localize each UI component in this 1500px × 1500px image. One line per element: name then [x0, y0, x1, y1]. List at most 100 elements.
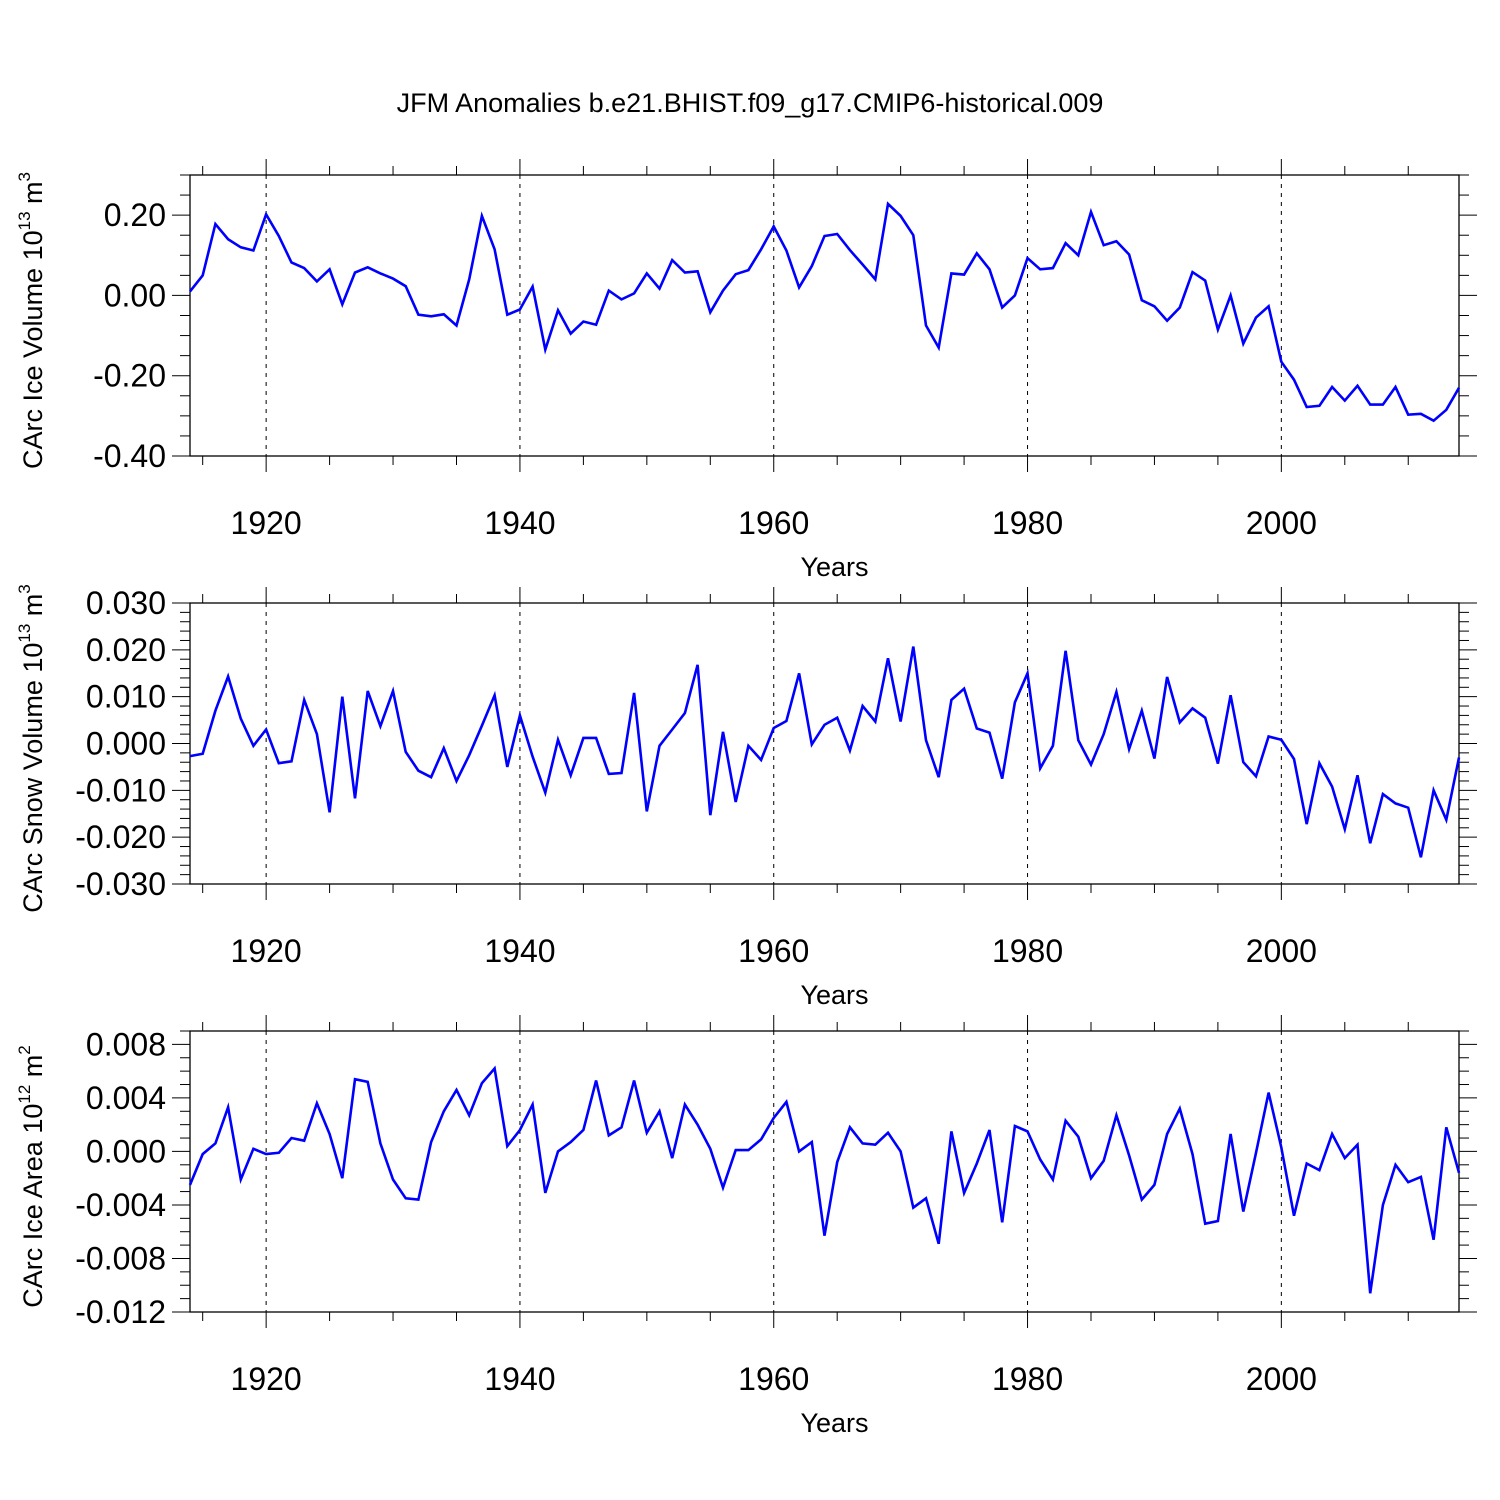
data-point [1153, 305, 1156, 308]
data-point [772, 225, 775, 228]
x-tick-label: 1940 [484, 1361, 555, 1397]
data-point [963, 273, 966, 276]
data-point [975, 252, 978, 255]
data-point [823, 1234, 826, 1237]
data-point [468, 754, 471, 757]
data-point [899, 1150, 902, 1153]
data-point [519, 714, 522, 717]
data-point [252, 745, 255, 748]
data-point [1242, 342, 1245, 345]
data-point [1026, 672, 1029, 675]
data-point [798, 1150, 801, 1153]
data-point [595, 323, 598, 326]
data-point [696, 1123, 699, 1126]
data-point [1458, 1172, 1461, 1175]
data-point [1242, 1210, 1245, 1213]
data-point [1166, 319, 1169, 322]
data-point [1318, 762, 1321, 765]
data-point [1267, 735, 1270, 738]
data-point [633, 1079, 636, 1082]
data-point [430, 1141, 433, 1144]
data-point [1191, 271, 1194, 274]
data-point [684, 1103, 687, 1106]
data-point [455, 324, 458, 327]
data-point [887, 1131, 890, 1134]
series-line-ice-volume [188, 201, 1461, 423]
data-point [519, 308, 522, 311]
data-point [1191, 707, 1194, 710]
data-point [722, 289, 725, 292]
data-point [709, 1147, 712, 1150]
data-point [379, 725, 382, 728]
data-point [1026, 257, 1029, 260]
data-point [849, 1126, 852, 1129]
data-point [620, 772, 623, 775]
data-point [506, 313, 509, 316]
y-tick-label: 0.010 [86, 679, 166, 715]
data-point [1318, 405, 1321, 408]
data-point [734, 273, 737, 276]
data-point [379, 272, 382, 275]
data-point [1458, 756, 1461, 759]
data-point [569, 774, 572, 777]
data-point [1293, 378, 1296, 381]
data-point [1445, 1126, 1448, 1129]
data-point [811, 1141, 814, 1144]
data-point [468, 1114, 471, 1117]
data-point [861, 263, 864, 266]
data-point [239, 1178, 242, 1181]
data-point [303, 1139, 306, 1142]
data-point [1039, 1158, 1042, 1161]
data-point [1077, 739, 1080, 742]
plot-frame [189, 602, 1460, 885]
data-point [1267, 305, 1270, 308]
data-point [1064, 1119, 1067, 1122]
data-point [1255, 1151, 1258, 1154]
data-point [925, 1197, 928, 1200]
data-point [1445, 409, 1448, 412]
data-point [366, 1081, 369, 1084]
y-tick-label: -0.012 [75, 1294, 166, 1330]
data-point [823, 723, 826, 726]
data-point [1039, 268, 1042, 271]
data-point [1331, 386, 1334, 389]
data-point [849, 249, 852, 252]
data-point [1432, 1238, 1435, 1241]
data-point [544, 1192, 547, 1195]
data-point [227, 1106, 230, 1109]
series-line-snow-volume [189, 646, 1461, 858]
y-axis-label-part: m [18, 1055, 48, 1085]
y-tick-label: 0.004 [86, 1080, 166, 1116]
data-point [595, 1079, 598, 1082]
y-tick-label: -0.004 [75, 1187, 166, 1223]
data-point [404, 1197, 407, 1200]
y-axis-label-part: m [18, 181, 48, 211]
data-point [823, 235, 826, 238]
data-point [1153, 757, 1156, 760]
data-point [963, 687, 966, 690]
data-point [1280, 360, 1283, 363]
data-point [937, 1242, 940, 1245]
data-point [1204, 279, 1207, 282]
figure-title: JFM Anomalies b.e21.BHIST.f09_g17.CMIP6-… [397, 88, 1104, 118]
data-point [899, 215, 902, 218]
data-point [1305, 1162, 1308, 1165]
data-point [975, 1162, 978, 1165]
data-point [747, 745, 750, 748]
data-point [734, 1149, 737, 1152]
data-point [1458, 386, 1461, 389]
data-point [1179, 306, 1182, 309]
data-point [1255, 775, 1258, 778]
data-point [925, 324, 928, 327]
data-point [1343, 1157, 1346, 1160]
data-point [1356, 1143, 1359, 1146]
data-point [1229, 294, 1232, 297]
x-tick-label: 1980 [992, 1361, 1063, 1397]
y-tick-label: -0.030 [75, 866, 166, 902]
data-point [1090, 763, 1093, 766]
data-point [417, 313, 420, 316]
y-tick-label: 0.000 [86, 726, 166, 762]
data-point [671, 728, 674, 731]
x-tick-label: 1920 [231, 933, 302, 969]
x-tick-label: 1940 [484, 933, 555, 969]
